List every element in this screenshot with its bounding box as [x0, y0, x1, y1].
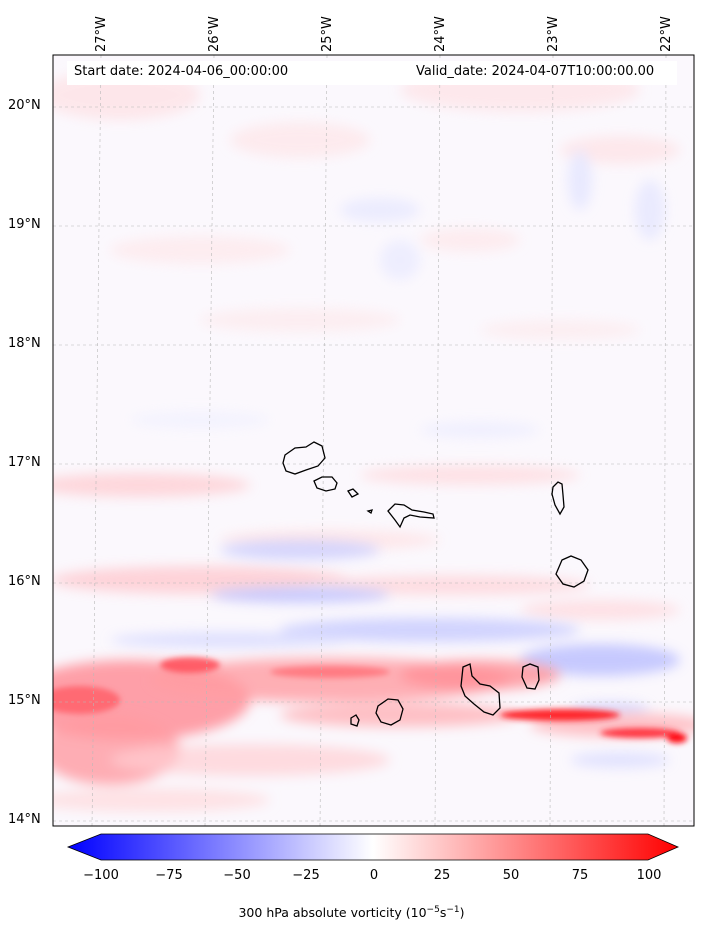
- start-date-label: Start date: 2024-04-06_00:00:00: [74, 64, 289, 79]
- colorbar-tick: 50: [502, 868, 520, 883]
- lon-label-25w: 25°W: [320, 16, 335, 52]
- header-box: [67, 61, 677, 85]
- colorbar-tick: −50: [223, 868, 251, 883]
- lat-label-19n: 19°N: [8, 217, 41, 232]
- colorbar: [66, 833, 680, 861]
- colorbar-tick: 25: [433, 868, 451, 883]
- island-branco: [366, 509, 373, 515]
- lat-label-20n: 20°N: [8, 98, 41, 113]
- vorticity-field: [53, 68, 694, 812]
- colorbar-tick: 75: [571, 868, 589, 883]
- lat-label-18n: 18°N: [8, 336, 41, 351]
- island-sao-nicolau: [387, 503, 435, 529]
- lon-label-24w: 24°W: [433, 16, 448, 52]
- island-maio: [521, 663, 540, 690]
- valid-date-label: Valid_date: 2024-04-07T10:00:00.00: [416, 64, 655, 79]
- colorbar-tick: −100: [83, 868, 119, 883]
- island-fogo: [375, 698, 404, 726]
- island-sal: [551, 481, 565, 516]
- lat-label-17n: 17°N: [8, 455, 41, 470]
- lon-label-26w: 26°W: [207, 16, 222, 52]
- island-sao-vicente: [313, 476, 338, 492]
- gridlines: [53, 54, 694, 827]
- colorbar-tick: 0: [369, 868, 379, 883]
- island-santa-luzia: [347, 488, 360, 498]
- lon-label-23w: 23°W: [546, 16, 561, 52]
- lat-label-15n: 15°N: [8, 693, 41, 708]
- colorbar-tick: −25: [292, 868, 320, 883]
- colorbar-tick: −75: [155, 868, 183, 883]
- island-boa-vista: [555, 555, 589, 588]
- colorbar-tick: 100: [636, 868, 662, 883]
- lat-label-16n: 16°N: [8, 574, 41, 589]
- island-brava: [350, 714, 360, 727]
- island-santiago: [460, 663, 501, 716]
- island-santo-antao: [282, 441, 326, 475]
- map-frame: [52, 54, 695, 827]
- lat-label-14n: 14°N: [8, 812, 41, 827]
- colorbar-label: 300 hPa absolute vorticity (10−5s−1): [238, 905, 465, 921]
- lon-label-22w: 22°W: [659, 16, 674, 52]
- cape-verde-coastlines: [282, 441, 589, 727]
- lon-label-27w: 27°W: [94, 16, 109, 52]
